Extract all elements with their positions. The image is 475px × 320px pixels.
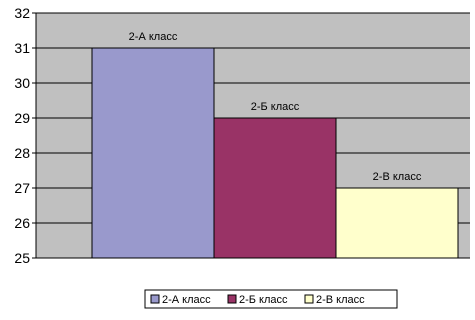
bar	[213, 117, 337, 259]
legend: 2-А класс 2-Б класс 2-В класс	[144, 289, 398, 309]
y-tick-label: 27	[14, 180, 30, 196]
y-tick-label: 30	[14, 75, 30, 91]
y-tick-label: 31	[14, 40, 30, 56]
legend-entry-label: 2-А класс	[162, 294, 211, 306]
legend-swatch	[304, 294, 314, 304]
bar-data-label: 2-А класс	[129, 31, 178, 43]
bar-data-label: 2-В класс	[373, 171, 422, 183]
y-tick-label: 29	[14, 110, 30, 126]
legend-entry-label: 2-В класс	[316, 294, 365, 306]
y-tick-label: 25	[14, 250, 30, 266]
bar-data-label: 2-Б класс	[251, 101, 300, 113]
bar	[91, 47, 215, 259]
bars	[91, 47, 459, 259]
legend-swatch	[227, 294, 237, 304]
legend-swatch	[150, 294, 160, 304]
bar-labels: 2-А класс 2-Б класс 2-В класс	[129, 31, 422, 183]
y-axis-ticks: 25 26 27 28 29 30 31 32	[14, 5, 36, 266]
y-tick-label: 32	[14, 5, 30, 21]
y-tick-label: 28	[14, 145, 30, 161]
bar	[335, 187, 459, 259]
legend-entry-label: 2-Б класс	[239, 294, 288, 306]
legend-box	[144, 289, 398, 309]
y-tick-label: 26	[14, 215, 30, 231]
